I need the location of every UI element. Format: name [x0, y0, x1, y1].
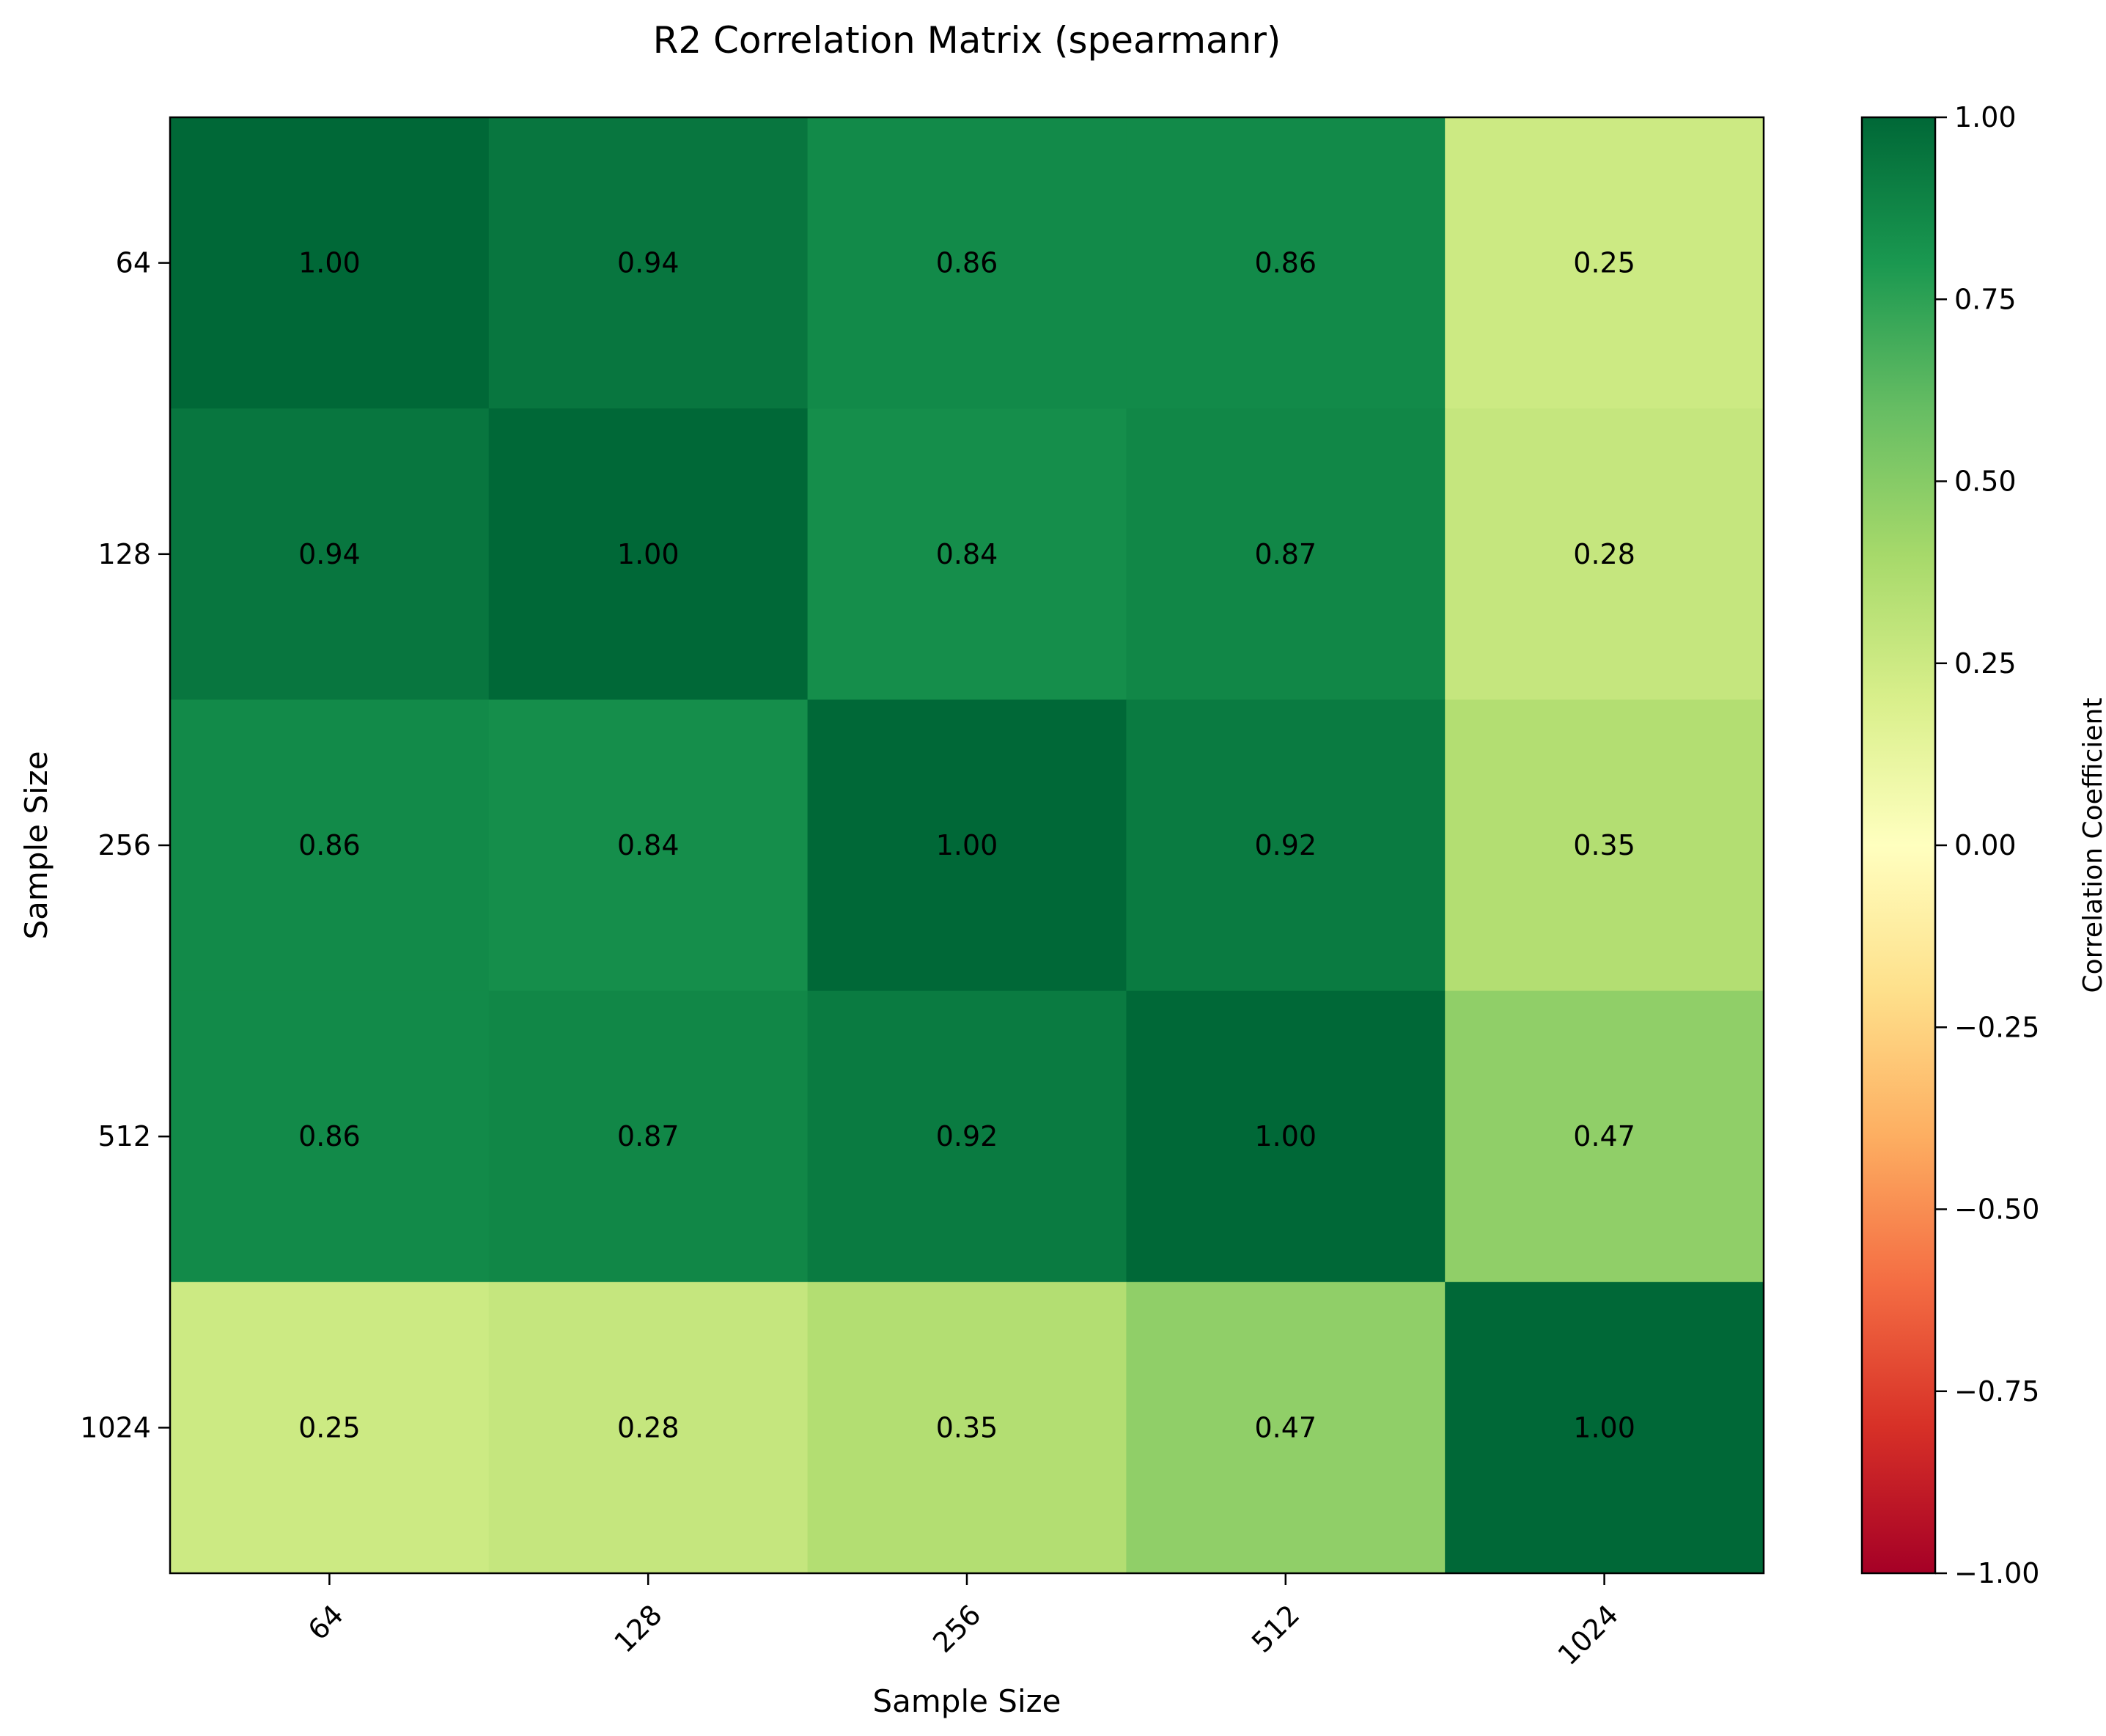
x-tick-label: 64: [302, 1598, 350, 1646]
colorbar-tick-label: 0.75: [1954, 283, 2017, 315]
cell-value-label: 0.94: [298, 538, 361, 570]
cell-value-label: 0.47: [1573, 1120, 1635, 1152]
y-tick-label: 64: [116, 247, 151, 279]
heatmap-cell-512-128: [488, 990, 809, 1283]
cell-value-label: 0.47: [1254, 1411, 1317, 1443]
heatmap-cell-64-256: [807, 117, 1127, 409]
heatmap-cell-64-512: [1126, 117, 1446, 409]
cell-value-label: 0.35: [936, 1411, 998, 1443]
cell-value-label: 1.00: [936, 829, 998, 861]
cell-value-label: 0.25: [298, 1411, 361, 1443]
y-axis-ticks: 64 128 256 512 1024: [80, 247, 170, 1443]
cell-value-label: 0.35: [1573, 829, 1635, 861]
y-tick-label: 256: [97, 829, 151, 861]
cell-value-label: 1.00: [1254, 1120, 1317, 1152]
colorbar-tick-label: −0.25: [1954, 1011, 2039, 1043]
heatmap-cell-256-64: [170, 699, 490, 992]
cell-value-label: 0.28: [1573, 538, 1635, 570]
colorbar-tick-label: 0.00: [1954, 829, 2017, 861]
heatmap-cells: [170, 117, 1764, 1574]
cell-value-label: 0.25: [1573, 247, 1635, 279]
cell-value-label: 0.86: [298, 1120, 361, 1152]
heatmap-cell-128-64: [170, 408, 490, 700]
cell-value-label: 0.84: [936, 538, 998, 570]
colorbar-tick-label: −0.75: [1954, 1375, 2039, 1408]
heatmap-cell-256-128: [488, 699, 809, 992]
y-tick-label: 512: [97, 1120, 151, 1152]
x-tick-label: 512: [1245, 1598, 1306, 1658]
heatmap-cell-1024-512: [1126, 1281, 1446, 1574]
heatmap-cell-1024-128: [488, 1281, 809, 1574]
heatmap-cell-128-128: [488, 408, 809, 700]
heatmap-cell-64-1024: [1445, 117, 1764, 409]
cell-value-label: 0.92: [936, 1120, 998, 1152]
heatmap-cell-1024-256: [807, 1281, 1127, 1574]
x-tick-label: 128: [608, 1598, 668, 1658]
heatmap-cell-512-1024: [1445, 990, 1764, 1283]
cell-value-label: 0.86: [936, 247, 998, 279]
y-tick-label: 1024: [80, 1411, 151, 1443]
heatmap-cell-128-256: [807, 408, 1127, 700]
heatmap-cell-256-256: [807, 699, 1127, 992]
cell-value-label: 1.00: [298, 247, 361, 279]
heatmap-cell-256-512: [1126, 699, 1446, 992]
heatmap-cell-64-128: [488, 117, 809, 409]
colorbar-tick-label: −1.00: [1954, 1557, 2039, 1589]
heatmap-cell-64-64: [170, 117, 490, 409]
y-axis-label: Sample Size: [18, 751, 54, 939]
heatmap-cell-1024-1024: [1445, 1281, 1764, 1574]
cell-value-label: 1.00: [1573, 1411, 1635, 1443]
cell-value-label: 0.92: [1254, 829, 1317, 861]
cell-value-label: 0.94: [617, 247, 680, 279]
cell-value-label: 0.84: [617, 829, 680, 861]
cell-value-label: 1.00: [617, 538, 680, 570]
colorbar-ticks: 1.00 0.75 0.50 0.25 0.00 −0.25 −0.50 −0.75 −1.00: [1935, 101, 2039, 1589]
heatmap-cell-512-512: [1126, 990, 1446, 1283]
heatmap-cell-256-1024: [1445, 699, 1764, 992]
x-axis-ticks: 64 128 256 512 1024: [302, 1573, 1625, 1671]
heatmap-cell-512-256: [807, 990, 1127, 1283]
colorbar: [1860, 116, 1937, 1575]
cell-value-label: 0.87: [617, 1120, 680, 1152]
cell-value-label: 0.87: [1254, 538, 1317, 570]
heatmap-cell-128-1024: [1445, 408, 1764, 700]
y-tick-label: 128: [97, 538, 151, 570]
colorbar-tick-label: −0.50: [1954, 1194, 2039, 1226]
heatmap-cell-512-64: [170, 990, 490, 1283]
colorbar-tick-label: 0.50: [1954, 466, 2017, 498]
colorbar-tick-label: 1.00: [1954, 101, 2017, 133]
cell-value-label: 0.86: [1254, 247, 1317, 279]
heatmap-cell-128-512: [1126, 408, 1446, 700]
x-axis-label: Sample Size: [872, 1683, 1061, 1719]
heatmap-cell-1024-64: [170, 1281, 490, 1574]
chart-title: R2 Correlation Matrix (spearmanr): [653, 19, 1281, 62]
x-tick-label: 256: [927, 1598, 987, 1658]
cell-value-labels: 1.00 0.94 0.86 0.86 0.25 0.94 1.00 0.84 0.87 0.28…: [298, 247, 1635, 1444]
x-tick-label: 1024: [1552, 1598, 1625, 1671]
cell-value-label: 0.86: [298, 829, 361, 861]
cell-value-label: 0.28: [617, 1411, 680, 1443]
colorbar-label: Correlation Coefficient: [2078, 698, 2106, 993]
colorbar-tick-label: 0.25: [1954, 647, 2017, 680]
